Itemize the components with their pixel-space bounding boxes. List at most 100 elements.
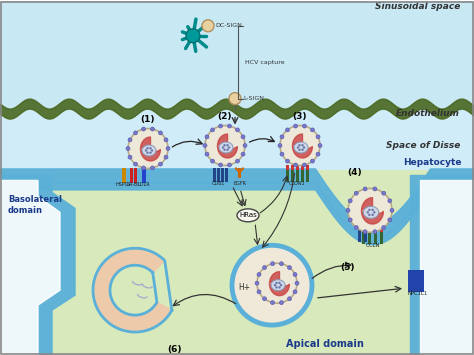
Circle shape — [303, 146, 305, 149]
Circle shape — [128, 129, 168, 168]
Circle shape — [186, 29, 200, 43]
Circle shape — [298, 144, 301, 147]
Circle shape — [348, 218, 352, 222]
Circle shape — [145, 149, 147, 152]
Bar — [358, 230, 361, 242]
Circle shape — [287, 266, 292, 269]
Circle shape — [263, 266, 266, 269]
Circle shape — [316, 135, 320, 139]
Circle shape — [368, 209, 371, 211]
Bar — [368, 230, 372, 244]
Circle shape — [134, 131, 137, 135]
Text: (2): (2) — [218, 111, 232, 121]
Circle shape — [285, 159, 290, 163]
Text: Space of Disse: Space of Disse — [386, 142, 460, 151]
Circle shape — [382, 191, 386, 195]
Text: SR-BI: SR-BI — [127, 182, 139, 187]
Circle shape — [280, 126, 320, 165]
Circle shape — [150, 127, 155, 131]
Circle shape — [128, 155, 132, 159]
Text: Basolateral
domain: Basolateral domain — [8, 195, 62, 215]
Circle shape — [301, 148, 304, 151]
Circle shape — [158, 131, 163, 135]
Polygon shape — [0, 180, 60, 355]
Circle shape — [228, 146, 230, 149]
Circle shape — [228, 124, 231, 128]
Circle shape — [278, 282, 281, 284]
Bar — [217, 168, 220, 182]
Circle shape — [293, 273, 297, 277]
Circle shape — [223, 144, 226, 147]
Bar — [364, 230, 367, 242]
Bar — [362, 230, 365, 244]
Ellipse shape — [294, 142, 308, 153]
Bar — [374, 230, 377, 244]
Circle shape — [128, 138, 132, 142]
Circle shape — [210, 159, 215, 163]
Text: NPC1L1: NPC1L1 — [408, 291, 428, 296]
Bar — [301, 165, 304, 170]
Circle shape — [280, 152, 284, 156]
Bar — [213, 168, 216, 182]
Circle shape — [205, 135, 209, 139]
Circle shape — [348, 199, 352, 203]
Text: Hepatocyte: Hepatocyte — [403, 158, 462, 168]
Circle shape — [257, 273, 261, 277]
Circle shape — [372, 214, 374, 216]
Bar — [301, 168, 304, 182]
Text: L-SIGN: L-SIGN — [243, 96, 264, 101]
Bar — [0, 170, 474, 355]
Text: OCLN: OCLN — [366, 243, 380, 248]
Circle shape — [134, 162, 137, 166]
Circle shape — [241, 135, 245, 139]
Text: CLDN1: CLDN1 — [289, 181, 305, 186]
Bar — [306, 165, 310, 170]
Polygon shape — [93, 248, 172, 332]
Circle shape — [346, 208, 350, 212]
Circle shape — [287, 297, 292, 301]
Circle shape — [298, 148, 301, 151]
Text: EGFR: EGFR — [234, 181, 246, 186]
Circle shape — [223, 148, 226, 151]
Circle shape — [293, 290, 297, 294]
Bar — [374, 227, 377, 232]
Bar — [286, 168, 290, 182]
Circle shape — [226, 148, 228, 151]
Bar — [134, 168, 137, 184]
Bar — [306, 168, 310, 182]
Circle shape — [310, 159, 314, 163]
Polygon shape — [420, 180, 474, 355]
Bar — [286, 165, 290, 170]
Bar — [362, 227, 365, 232]
Text: CD81: CD81 — [211, 181, 225, 186]
Circle shape — [150, 166, 155, 170]
Circle shape — [280, 262, 283, 266]
Circle shape — [363, 187, 367, 191]
Circle shape — [142, 127, 146, 131]
Circle shape — [280, 284, 282, 286]
Circle shape — [202, 20, 214, 32]
Text: DC-SIGN: DC-SIGN — [215, 23, 242, 28]
Circle shape — [363, 230, 367, 234]
Circle shape — [205, 126, 245, 165]
Circle shape — [166, 147, 170, 151]
Circle shape — [255, 281, 259, 285]
Circle shape — [285, 128, 290, 132]
Circle shape — [164, 138, 168, 142]
Circle shape — [354, 191, 358, 195]
Circle shape — [232, 245, 312, 325]
Circle shape — [228, 163, 231, 167]
Circle shape — [295, 281, 299, 285]
Bar — [368, 227, 372, 232]
Circle shape — [382, 225, 386, 229]
Ellipse shape — [271, 280, 285, 291]
Text: Endothelium: Endothelium — [396, 109, 460, 118]
Circle shape — [203, 143, 207, 147]
Text: (3): (3) — [293, 111, 307, 121]
Ellipse shape — [142, 145, 156, 156]
Circle shape — [151, 149, 153, 152]
Circle shape — [210, 128, 215, 132]
Circle shape — [373, 211, 375, 214]
Circle shape — [257, 263, 297, 303]
Ellipse shape — [219, 142, 233, 153]
